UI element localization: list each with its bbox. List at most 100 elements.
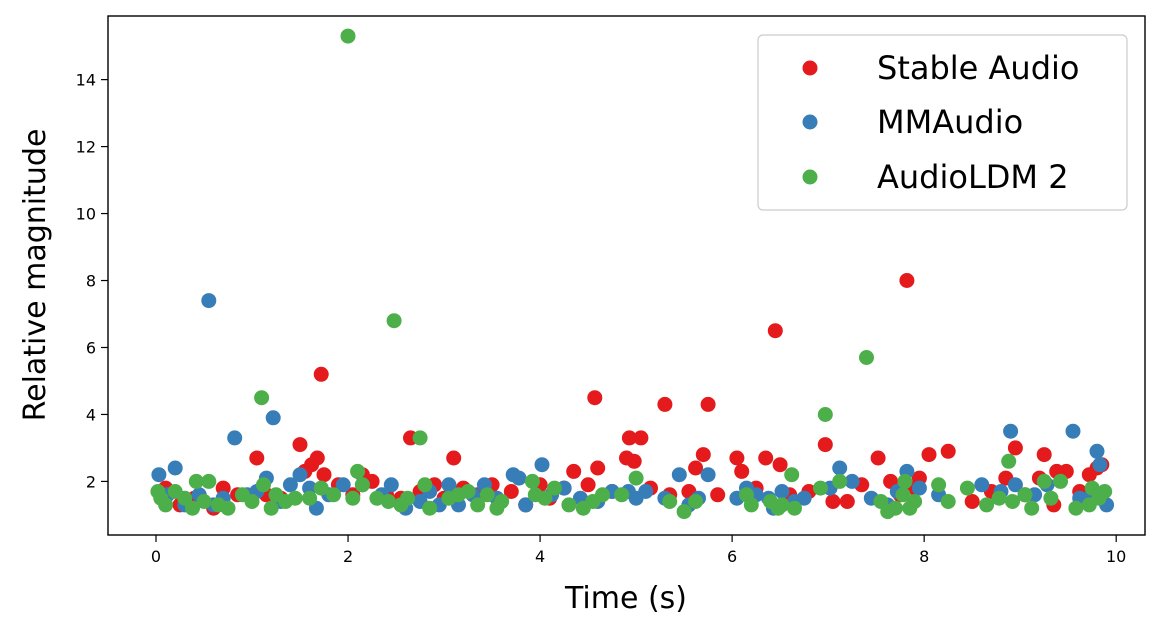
point-stable-audio-29 <box>503 484 519 499</box>
point-stable-audio-42 <box>633 430 649 446</box>
point-audioldm-2-13 <box>254 390 270 406</box>
point-audioldm-2-27 <box>380 494 396 509</box>
point-audioldm-2-71 <box>907 494 923 509</box>
point-audioldm-2-52 <box>676 504 692 520</box>
point-audioldm-2-38 <box>479 487 495 503</box>
y-tick-label-14: 14 <box>76 71 96 90</box>
point-mmaudio-45 <box>671 467 687 483</box>
point-audioldm-2-84 <box>1068 500 1084 516</box>
x-tick-label-10: 10 <box>1106 547 1126 566</box>
legend-box <box>757 34 1128 211</box>
point-stable-audio-74 <box>1007 440 1023 456</box>
x-tick-label-2: 2 <box>343 547 353 566</box>
point-audioldm-2-55 <box>743 497 759 513</box>
point-stable-audio-60 <box>825 494 841 509</box>
point-audioldm-2-37 <box>470 497 486 513</box>
point-audioldm-2-79 <box>1017 487 1033 503</box>
point-audioldm-2-78 <box>1005 494 1020 509</box>
point-stable-audio-14 <box>316 467 332 483</box>
point-audioldm-2-63 <box>832 473 848 489</box>
point-stable-audio-54 <box>758 450 774 466</box>
point-audioldm-2-67 <box>887 500 903 516</box>
point-stable-audio-61 <box>839 494 855 509</box>
x-tick-label-6: 6 <box>727 547 737 566</box>
point-stable-audio-47 <box>688 460 704 476</box>
legend-label-mmaudio: MMAudio <box>877 103 1023 141</box>
point-stable-audio-48 <box>695 447 711 463</box>
point-audioldm-2-58 <box>774 497 790 513</box>
point-mmaudio-8 <box>227 430 243 446</box>
point-stable-audio-13 <box>313 366 329 382</box>
point-stable-audio-50 <box>710 487 726 503</box>
point-mmaudio-35 <box>534 457 550 473</box>
point-audioldm-2-14 <box>256 477 271 493</box>
point-audioldm-2-19 <box>302 490 318 506</box>
point-mmaudio-68 <box>1003 423 1019 439</box>
point-stable-audio-52 <box>734 463 750 479</box>
point-audioldm-2-43 <box>537 490 553 506</box>
point-audioldm-2-83 <box>1053 473 1068 489</box>
point-audioldm-2-22 <box>340 28 356 44</box>
point-mmaudio-33 <box>511 470 527 486</box>
point-audioldm-2-88 <box>1097 484 1113 499</box>
point-audioldm-2-20 <box>313 480 329 496</box>
point-audioldm-2-74 <box>959 480 975 496</box>
point-mmaudio-48 <box>700 467 716 483</box>
point-mmaudio-2 <box>167 460 183 476</box>
point-audioldm-2-80 <box>1024 500 1040 516</box>
point-audioldm-2-18 <box>287 490 303 506</box>
point-audioldm-2-36 <box>460 484 476 499</box>
point-mmaudio-76 <box>1092 457 1108 473</box>
point-audioldm-2-61 <box>813 480 828 496</box>
point-audioldm-2-8 <box>201 473 217 489</box>
point-audioldm-2-73 <box>940 494 956 509</box>
point-audioldm-2-5 <box>185 500 200 516</box>
legend-label-stable-audio: Stable Audio <box>877 49 1079 87</box>
point-audioldm-2-48 <box>595 487 610 503</box>
legend-marker-audioldm2 <box>802 169 818 185</box>
point-audioldm-2-77 <box>1001 453 1017 469</box>
point-audioldm-2-33 <box>422 500 438 516</box>
point-audioldm-2-49 <box>614 487 630 503</box>
point-mmaudio-22 <box>383 477 399 493</box>
point-stable-audio-34 <box>566 463 582 479</box>
point-mmaudio-56 <box>796 490 812 506</box>
x-tick-label-4: 4 <box>535 547 545 566</box>
point-audioldm-2-31 <box>412 430 428 446</box>
y-axis-label: Relative magnitude <box>18 129 53 422</box>
y-axis-ticks: 2 4 6 8 10 12 14 <box>76 71 108 491</box>
point-mmaudio-0 <box>151 467 167 483</box>
point-stable-audio-49 <box>700 396 716 412</box>
point-audioldm-2-23 <box>345 490 361 506</box>
x-axis-label: Time (s) <box>564 581 687 616</box>
point-audioldm-2-25 <box>354 477 370 493</box>
point-mmaudio-43 <box>638 484 654 499</box>
point-audioldm-2-40 <box>494 494 510 509</box>
point-audioldm-2-50 <box>628 470 644 486</box>
point-stable-audio-55 <box>767 323 783 339</box>
x-tick-label-0: 0 <box>151 547 161 566</box>
point-mmaudio-54 <box>774 484 790 499</box>
point-audioldm-2-76 <box>991 490 1007 506</box>
y-tick-label-6: 6 <box>86 338 96 357</box>
y-tick-label-10: 10 <box>76 205 96 224</box>
point-stable-audio-59 <box>817 437 833 453</box>
y-tick-label-8: 8 <box>86 272 96 291</box>
point-audioldm-2-62 <box>817 407 833 422</box>
point-audioldm-2-45 <box>561 497 577 513</box>
point-stable-audio-12 <box>309 450 325 466</box>
point-mmaudio-19 <box>335 477 351 493</box>
point-stable-audio-36 <box>587 390 603 406</box>
legend-label-audioldm2: AudioLDM 2 <box>877 158 1069 196</box>
point-stable-audio-25 <box>446 450 462 466</box>
point-mmaudio-72 <box>1065 423 1081 439</box>
point-stable-audio-71 <box>964 494 980 509</box>
point-mmaudio-15 <box>292 467 308 483</box>
point-stable-audio-41 <box>626 453 642 469</box>
point-mmaudio-12 <box>265 410 281 426</box>
point-mmaudio-75 <box>1089 443 1105 459</box>
y-tick-label-12: 12 <box>76 138 96 157</box>
x-axis-ticks: 0 2 4 6 8 10 <box>151 535 1126 566</box>
point-audioldm-2-7 <box>196 494 212 509</box>
